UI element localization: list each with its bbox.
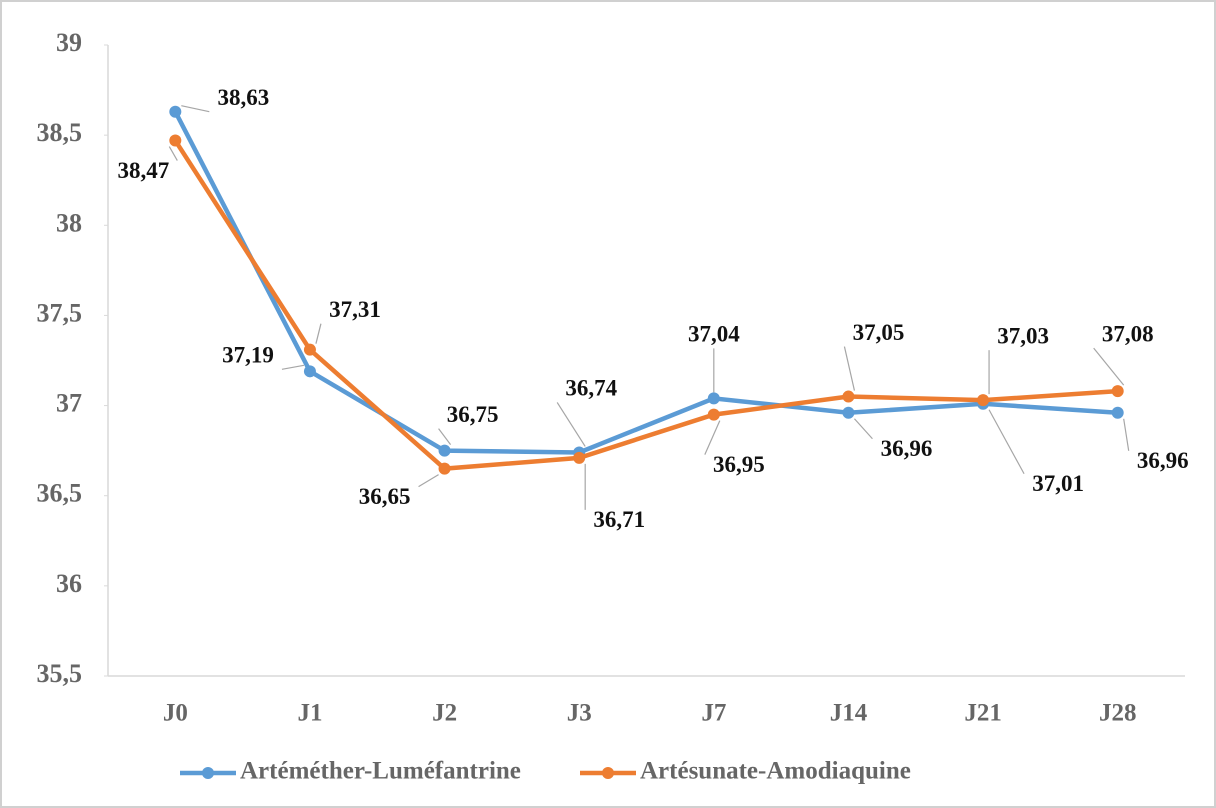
x-tick-label: J3 xyxy=(567,700,592,727)
data-label: 37,08 xyxy=(1102,321,1154,346)
leader-line xyxy=(181,105,210,113)
leader-line xyxy=(1093,347,1125,386)
leader-line xyxy=(438,428,452,446)
leader-line xyxy=(418,474,439,488)
leader-line xyxy=(853,418,873,440)
marker xyxy=(842,390,855,403)
data-label: 37,31 xyxy=(329,297,381,322)
y-tick-label: 38,5 xyxy=(37,118,83,147)
x-tick-label: J21 xyxy=(964,700,1002,727)
leader-line xyxy=(843,346,856,391)
marker xyxy=(438,444,451,457)
y-tick-label: 36 xyxy=(56,569,82,598)
data-label: 37,19 xyxy=(222,343,274,368)
data-label: 38,47 xyxy=(117,158,169,183)
leader-line xyxy=(168,146,178,161)
data-label: 36,74 xyxy=(565,376,617,401)
legend-marker xyxy=(602,767,614,779)
y-tick-label: 35,5 xyxy=(37,659,83,688)
leader-line xyxy=(556,402,586,447)
line xyxy=(173,110,1118,455)
legend-label: Artéméther-Luméfantrine xyxy=(240,758,521,785)
x-tick-label: J1 xyxy=(297,700,322,727)
data-label: 36,96 xyxy=(881,436,933,461)
x-tick-label: J14 xyxy=(830,700,868,727)
leader-line xyxy=(281,364,305,370)
x-tick-label: J0 xyxy=(163,700,188,727)
marker xyxy=(573,451,586,464)
legend-marker xyxy=(202,767,214,779)
x-tick-label: J2 xyxy=(432,700,457,727)
data-label: 38,63 xyxy=(217,85,269,110)
marker xyxy=(842,406,855,419)
y-tick-label: 39 xyxy=(56,28,82,57)
data-label: 37,01 xyxy=(1032,471,1084,496)
marker xyxy=(1111,406,1124,419)
leader-line xyxy=(988,409,1025,475)
data-label: 36,75 xyxy=(447,402,499,427)
marker xyxy=(303,343,316,356)
marker xyxy=(977,394,990,407)
marker xyxy=(303,365,316,378)
leader-line xyxy=(704,420,721,455)
x-tick-label: J28 xyxy=(1099,700,1137,727)
y-tick-label: 37 xyxy=(56,389,82,418)
marker xyxy=(169,105,182,118)
data-label: 36,65 xyxy=(359,484,411,509)
marker xyxy=(707,392,720,405)
leader-line xyxy=(1123,418,1130,451)
marker xyxy=(438,462,451,475)
x-tick-label: J7 xyxy=(701,700,726,727)
data-label: 36,96 xyxy=(1137,448,1189,473)
y-tick-label: 37,5 xyxy=(37,298,83,327)
legend-label: Artésunate-Amodiaquine xyxy=(640,758,911,785)
data-label: 36,95 xyxy=(713,452,765,477)
data-label: 36,71 xyxy=(593,507,645,532)
leader-line xyxy=(315,323,322,344)
y-tick-label: 36,5 xyxy=(37,479,83,508)
marker xyxy=(707,408,720,421)
data-label: 37,03 xyxy=(997,323,1049,348)
marker xyxy=(169,134,182,147)
data-label: 37,05 xyxy=(853,320,905,345)
data-label: 37,04 xyxy=(688,322,740,347)
marker xyxy=(1111,385,1124,398)
y-tick-label: 38 xyxy=(56,208,82,237)
line xyxy=(173,139,1118,471)
